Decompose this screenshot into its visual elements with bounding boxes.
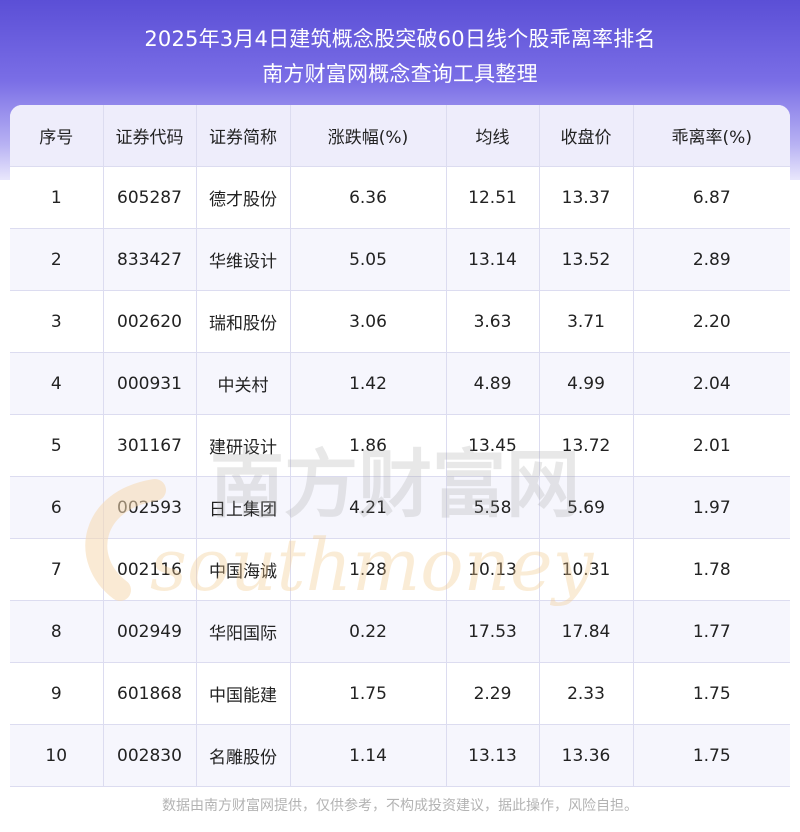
table-cell: 13.13 — [446, 724, 540, 787]
table-cell: 002620 — [103, 290, 197, 353]
table-cell: 1.42 — [290, 352, 447, 415]
table-cell: 2.89 — [633, 228, 790, 291]
table-cell: 1.28 — [290, 538, 447, 601]
table-row: 9 601868 中国能建 1.75 2.29 2.33 1.75 — [10, 662, 790, 725]
table-cell: 3.71 — [539, 290, 634, 353]
table-cell: 605287 — [103, 166, 197, 229]
table-cell: 瑞和股份 — [196, 290, 291, 353]
table-row: 4 000931 中关村 1.42 4.89 4.99 2.04 — [10, 352, 790, 415]
table-cell: 华阳国际 — [196, 600, 291, 663]
table-cell: 833427 — [103, 228, 197, 291]
table-cell: 002116 — [103, 538, 197, 601]
ranking-table: 序号 证券代码 证券简称 涨跌幅(%) 均线 收盘价 乖离率(%) 1 605287 德才股份 6… — [10, 105, 790, 787]
table-cell: 5.58 — [446, 476, 540, 539]
table-cell: 002830 — [103, 724, 197, 787]
page-title: 2025年3月4日建筑概念股突破60日线个股乖离率排名 — [144, 27, 656, 51]
table-cell: 华维设计 — [196, 228, 291, 291]
table-cell: 8 — [10, 600, 104, 663]
table-row: 5 301167 建研设计 1.86 13.45 13.72 2.01 — [10, 414, 790, 477]
table-row: 3 002620 瑞和股份 3.06 3.63 3.71 2.20 — [10, 290, 790, 353]
table-cell: 4 — [10, 352, 104, 415]
table-cell: 1.86 — [290, 414, 447, 477]
table-cell: 5 — [10, 414, 104, 477]
table-body: 1 605287 德才股份 6.36 12.51 13.37 6.87 2 833427 华维设计… — [10, 166, 790, 787]
footer-disclaimer: 数据由南方财富网提供，仅供参考，不构成投资建议，据此操作，风险自担。 — [162, 798, 638, 814]
table-cell: 6.87 — [633, 166, 790, 229]
table-cell: 17.84 — [539, 600, 634, 663]
table-cell: 中国海诚 — [196, 538, 291, 601]
table-cell: 3.63 — [446, 290, 540, 353]
table-cell: 7 — [10, 538, 104, 601]
table-cell: 6.36 — [290, 166, 447, 229]
table-cell: 3.06 — [290, 290, 447, 353]
table-cell: 名雕股份 — [196, 724, 291, 787]
table-cell: 13.37 — [539, 166, 634, 229]
table-cell: 2.33 — [539, 662, 634, 725]
table-cell: 5.05 — [290, 228, 447, 291]
table-cell: 1.14 — [290, 724, 447, 787]
table-cell: 601868 — [103, 662, 197, 725]
table-cell: 10 — [10, 724, 104, 787]
page-subtitle: 南方财富网概念查询工具整理 — [262, 62, 538, 86]
table-cell: 1.77 — [633, 600, 790, 663]
column-header: 乖离率(%) — [633, 105, 790, 167]
table-cell: 3 — [10, 290, 104, 353]
table-cell: 中关村 — [196, 352, 291, 415]
table-cell: 日上集团 — [196, 476, 291, 539]
table-cell: 000931 — [103, 352, 197, 415]
table-cell: 13.72 — [539, 414, 634, 477]
table-cell: 1.75 — [290, 662, 447, 725]
table-cell: 10.31 — [539, 538, 634, 601]
table-cell: 9 — [10, 662, 104, 725]
table-cell: 17.53 — [446, 600, 540, 663]
table-cell: 中国能建 — [196, 662, 291, 725]
table-row: 10 002830 名雕股份 1.14 13.13 13.36 1.75 — [10, 724, 790, 787]
table-row: 8 002949 华阳国际 0.22 17.53 17.84 1.77 — [10, 600, 790, 663]
column-header: 涨跌幅(%) — [290, 105, 447, 167]
table-cell: 1.78 — [633, 538, 790, 601]
table-cell: 10.13 — [446, 538, 540, 601]
table-cell: 4.21 — [290, 476, 447, 539]
table-row: 7 002116 中国海诚 1.28 10.13 10.31 1.78 — [10, 538, 790, 601]
table-cell: 1.97 — [633, 476, 790, 539]
data-table-card: 序号 证券代码 证券简称 涨跌幅(%) 均线 收盘价 乖离率(%) 1 605287 德才股份 6… — [10, 105, 790, 789]
column-header: 均线 — [446, 105, 540, 167]
table-cell: 12.51 — [446, 166, 540, 229]
table-row: 1 605287 德才股份 6.36 12.51 13.37 6.87 — [10, 166, 790, 229]
table-cell: 2 — [10, 228, 104, 291]
table-cell: 1.75 — [633, 662, 790, 725]
table-cell: 1.75 — [633, 724, 790, 787]
column-header: 证券简称 — [196, 105, 291, 167]
table-cell: 002593 — [103, 476, 197, 539]
table-cell: 13.52 — [539, 228, 634, 291]
table-cell: 2.20 — [633, 290, 790, 353]
table-cell: 13.45 — [446, 414, 540, 477]
table-row: 6 002593 日上集团 4.21 5.58 5.69 1.97 — [10, 476, 790, 539]
table-cell: 13.36 — [539, 724, 634, 787]
table-cell: 建研设计 — [196, 414, 291, 477]
table-cell: 6 — [10, 476, 104, 539]
table-cell: 2.04 — [633, 352, 790, 415]
table-cell: 0.22 — [290, 600, 447, 663]
table-cell: 4.89 — [446, 352, 540, 415]
table-cell: 301167 — [103, 414, 197, 477]
table-header-row: 序号 证券代码 证券简称 涨跌幅(%) 均线 收盘价 乖离率(%) — [10, 105, 790, 167]
table-cell: 2.01 — [633, 414, 790, 477]
table-cell: 德才股份 — [196, 166, 291, 229]
table-cell: 13.14 — [446, 228, 540, 291]
table-cell: 1 — [10, 166, 104, 229]
table-row: 2 833427 华维设计 5.05 13.14 13.52 2.89 — [10, 228, 790, 291]
column-header: 收盘价 — [539, 105, 634, 167]
table-cell: 5.69 — [539, 476, 634, 539]
table-cell: 002949 — [103, 600, 197, 663]
column-header: 证券代码 — [103, 105, 197, 167]
table-cell: 2.29 — [446, 662, 540, 725]
table-cell: 4.99 — [539, 352, 634, 415]
column-header: 序号 — [10, 105, 104, 167]
